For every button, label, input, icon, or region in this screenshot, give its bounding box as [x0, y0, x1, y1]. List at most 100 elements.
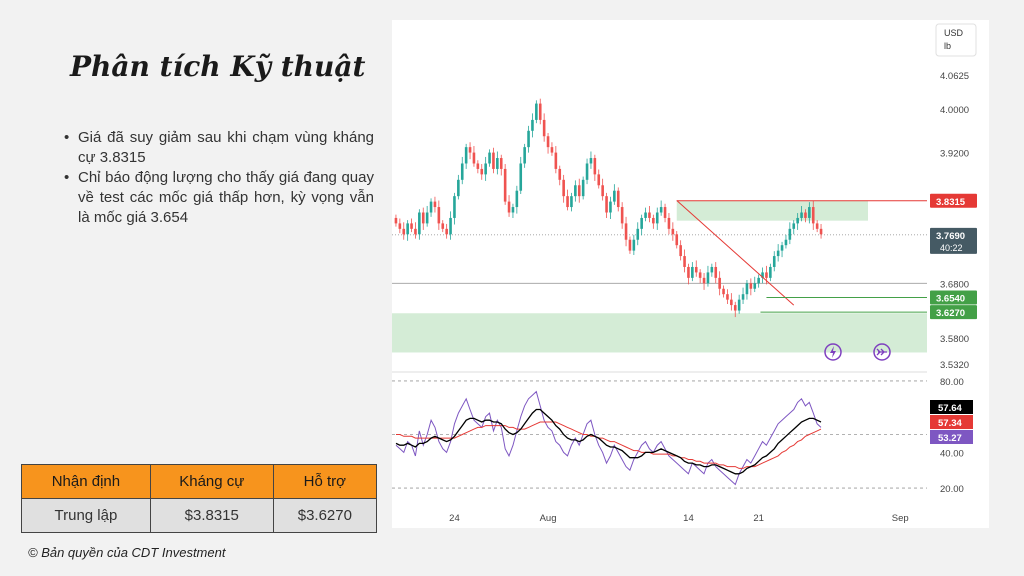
candle-body — [819, 228, 823, 235]
rsi-value-label: 57.64 — [938, 403, 962, 414]
candle-body — [815, 223, 819, 229]
candle-body — [730, 299, 733, 306]
candle-body — [527, 130, 530, 148]
price-label-box — [930, 193, 977, 208]
candle-body — [546, 136, 550, 148]
x-tick-label: 24 — [449, 513, 460, 524]
rsi-value-box — [930, 430, 973, 444]
support-zone — [392, 313, 927, 353]
candle-body — [784, 239, 788, 246]
candle-body — [484, 163, 487, 175]
summary-value-row: Trung lập $3.8315 $3.6270 — [21, 498, 378, 533]
currency-label: USD — [944, 28, 964, 38]
y-tick-label: 3.5800 — [940, 334, 969, 345]
candle-body — [503, 168, 507, 202]
candle-body — [394, 217, 398, 224]
rsi-y-tick-label: 40.00 — [940, 448, 964, 459]
candle-body — [585, 163, 589, 180]
candle-body — [449, 217, 452, 235]
candle-body — [691, 266, 694, 278]
candle-body — [601, 185, 604, 197]
candle-body — [476, 163, 480, 169]
bullet-item: Chỉ báo động lượng cho thấy giá đang qua… — [62, 168, 374, 228]
candle-body — [523, 147, 526, 164]
candle-body — [613, 190, 616, 202]
candle-body — [800, 212, 803, 218]
candle-body — [554, 152, 558, 169]
candle-body — [515, 190, 519, 208]
unit-label: lb — [944, 41, 951, 51]
candle-body — [722, 288, 725, 295]
candle-body — [804, 212, 807, 218]
candle-body — [655, 212, 659, 224]
candle-body — [694, 266, 698, 273]
price-label: 3.6270 — [936, 308, 965, 319]
price-label: 3.8315 — [936, 197, 966, 208]
candle-body — [726, 294, 729, 300]
candle-body — [410, 223, 413, 229]
candle-body — [788, 228, 792, 240]
trendline — [676, 200, 795, 306]
candle-body — [558, 168, 562, 180]
rsi-value-box — [930, 415, 973, 429]
resistance-zone — [676, 200, 868, 221]
candle-body — [628, 239, 632, 251]
candle-body — [468, 147, 472, 153]
summary-header-row: Nhận định Kháng cự Hỗ trợ — [21, 464, 378, 499]
candle-body — [453, 196, 456, 218]
price-label-box — [930, 227, 977, 254]
rsi-y-tick-label: 80.00 — [940, 377, 964, 388]
candle-body — [675, 234, 679, 246]
candle-body — [511, 207, 515, 213]
candle-body — [659, 207, 663, 213]
countdown-label: 40:22 — [940, 243, 963, 253]
y-tick-label: 3.9200 — [940, 149, 969, 160]
candle-body — [457, 179, 460, 197]
candle-body — [698, 272, 702, 278]
currency-badge[interactable]: USD lb — [935, 23, 977, 57]
candle-body — [683, 256, 686, 267]
y-tick-label: 3.5320 — [940, 360, 969, 371]
candle-body — [632, 239, 636, 251]
candle-body — [496, 158, 499, 169]
rsi-y-tick-label: 20.00 — [940, 484, 964, 495]
candle-body — [441, 223, 445, 229]
scroll-to-realtime-icon[interactable] — [873, 343, 891, 361]
rsi-smooth-line — [395, 408, 822, 475]
candle-body — [597, 174, 601, 186]
price-chart-panel: 80.00 40.00 20.00 57.64 57.34 53.27 4.0625 4.0… — [392, 20, 989, 528]
rsi-value-label: 53.27 — [938, 433, 962, 444]
y-tick-label: 3.6800 — [940, 279, 969, 290]
candle-body — [414, 228, 417, 235]
analysis-bullets: Giá đã suy giảm sau khi chạm vùng kháng … — [62, 128, 374, 228]
candle-body — [679, 245, 682, 257]
candle-body — [769, 266, 772, 278]
candle-body — [757, 277, 760, 284]
x-tick-label: 21 — [753, 513, 764, 524]
page-title: Phân tích Kỹ thuật — [70, 50, 366, 83]
candle-body — [624, 223, 628, 240]
candle-body — [535, 103, 538, 120]
candle-body — [472, 152, 476, 164]
candle-body — [605, 196, 608, 213]
candle-body — [772, 256, 776, 267]
candle-body — [644, 212, 647, 218]
candle-body — [706, 272, 710, 284]
candle-body — [460, 163, 464, 180]
candle-body — [425, 212, 429, 224]
candle-body — [437, 207, 441, 224]
candle-body — [421, 212, 425, 224]
lightning-icon[interactable] — [824, 343, 842, 361]
candle-body — [808, 207, 811, 218]
candle-body — [733, 305, 737, 311]
candle-body — [492, 152, 495, 169]
candle-body — [570, 196, 573, 208]
rsi-value-box — [930, 400, 973, 414]
price-label-box — [930, 305, 977, 320]
candle-body — [761, 272, 764, 278]
candle-body — [710, 266, 714, 273]
candle-body — [589, 158, 593, 164]
candle-body — [616, 190, 620, 208]
candle-body — [741, 294, 745, 300]
candle-body — [433, 201, 437, 208]
